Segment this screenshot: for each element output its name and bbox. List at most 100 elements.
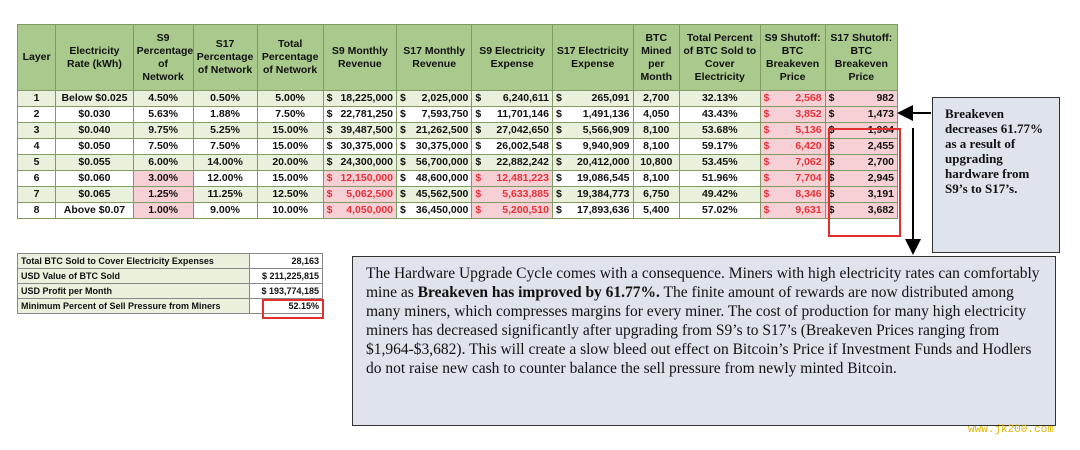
currency-value: 2,568 [795, 92, 822, 104]
currency-value: 7,593,750 [421, 108, 469, 120]
currency-symbol: $ [555, 108, 562, 120]
column-header: Total Percentage of Network [256, 24, 324, 91]
cell-s17-exp: $1,491,136 [551, 106, 634, 123]
currency-wrap: $17,893,636 [556, 203, 630, 218]
currency-value: 982 [876, 92, 894, 104]
cell-sold-pct: 51.96% [678, 170, 761, 187]
currency-symbol: $ [475, 172, 482, 184]
cell-s9-be: $8,346 [759, 186, 826, 203]
currency-wrap: $2,945 [829, 171, 894, 186]
cell-layer: 2 [16, 106, 57, 123]
cell-s9-pct: 1.00% [132, 202, 194, 219]
summary-row: Total BTC Sold to Cover Electricity Expe… [17, 253, 323, 269]
currency-value: 26,002,548 [496, 140, 549, 152]
currency-value: 2,455 [867, 140, 894, 152]
currency-value: 36,450,000 [415, 204, 469, 216]
currency-value: 22,882,242 [496, 156, 549, 168]
currency-wrap: $45,562,500 [400, 187, 468, 202]
currency-value: 45,562,500 [415, 188, 469, 200]
currency-symbol: $ [400, 92, 406, 104]
cell-s17-rev: $36,450,000 [395, 202, 473, 219]
currency-symbol: $ [475, 124, 482, 136]
currency-wrap: $48,600,000 [400, 171, 468, 186]
currency-symbol: $ [828, 188, 835, 200]
cell-s9-pct: 7.50% [132, 138, 194, 155]
currency-symbol: $ [763, 188, 770, 200]
cell-btc: 5,400 [632, 202, 680, 219]
cell-s17-pct: 7.50% [192, 138, 258, 155]
currency-wrap: $2,568 [764, 91, 822, 106]
currency-wrap: $20,412,000 [556, 155, 630, 170]
currency-symbol: $ [326, 108, 333, 120]
currency-symbol: $ [475, 188, 482, 200]
currency-symbol: $ [828, 204, 835, 216]
currency-symbol: $ [555, 124, 562, 136]
cell-layer: 3 [16, 122, 57, 139]
currency-value: 20,412,000 [576, 156, 630, 168]
currency-symbol: $ [475, 204, 482, 216]
textbox-text-after: The finite amount of rewards are now dis… [366, 284, 1032, 377]
explanation-textbox: The Hardware Upgrade Cycle comes with a … [352, 256, 1056, 426]
currency-wrap: $5,062,500 [327, 187, 393, 202]
currency-symbol: $ [326, 204, 333, 216]
currency-wrap: $982 [829, 91, 894, 106]
currency-wrap: $3,191 [829, 187, 894, 202]
cell-s17-pct: 12.00% [192, 170, 258, 187]
column-header: Electricity Rate (kWh) [55, 24, 134, 91]
currency-value: 19,086,545 [576, 172, 630, 184]
currency-symbol: $ [555, 92, 562, 104]
cell-s17-be: $3,191 [824, 186, 899, 203]
currency-value: 48,600,000 [415, 172, 469, 184]
cell-layer: 8 [16, 202, 57, 219]
currency-symbol: $ [326, 124, 333, 136]
cell-rate: $0.030 [55, 106, 134, 123]
breakeven-table: Layer Electricity Rate (kWh) S9 Percentage… [16, 24, 899, 219]
currency-value: 11,701,146 [496, 108, 549, 120]
currency-value: 5,566,909 [582, 124, 630, 136]
currency-wrap: $12,150,000 [327, 171, 393, 186]
cell-layer: 5 [16, 154, 57, 171]
currency-symbol: $ [326, 188, 333, 200]
currency-symbol: $ [763, 140, 770, 152]
currency-wrap: $30,375,000 [327, 139, 393, 154]
currency-symbol: $ [400, 108, 406, 120]
cell-total-pct: 10.00% [256, 202, 324, 219]
cell-s9-exp: $6,240,611 [471, 90, 553, 107]
summary-label: Minimum Percent of Sell Pressure from Mi… [17, 298, 250, 314]
cell-s17-exp: $9,940,909 [551, 138, 634, 155]
currency-value: 39,487,500 [340, 124, 393, 136]
currency-value: 22,781,250 [340, 108, 393, 120]
cell-s9-pct: 5.63% [132, 106, 194, 123]
table-row: 2 $0.030 5.63% 1.88% 7.50% $22,781,250 $7,593,… [16, 106, 899, 123]
currency-wrap: $7,062 [764, 155, 822, 170]
currency-value: 2,025,000 [421, 92, 469, 104]
currency-wrap: $26,002,548 [475, 139, 549, 154]
cell-s9-pct: 3.00% [132, 170, 194, 187]
cell-s17-be: $2,700 [824, 154, 899, 171]
cell-btc: 8,100 [632, 170, 680, 187]
currency-value: 8,346 [795, 188, 822, 200]
cell-s17-exp: $5,566,909 [551, 122, 634, 139]
cell-s17-rev: $48,600,000 [395, 170, 473, 187]
currency-symbol: $ [763, 108, 770, 120]
cell-s9-exp: $5,200,510 [471, 202, 553, 219]
currency-wrap: $3,682 [829, 203, 894, 218]
currency-value: 3,852 [795, 108, 822, 120]
cell-rate: $0.065 [55, 186, 134, 203]
currency-value: 9,631 [795, 204, 822, 216]
currency-value: 7,062 [795, 156, 822, 168]
currency-value: 2,945 [867, 172, 894, 184]
cell-s17-pct: 1.88% [192, 106, 258, 123]
currency-value: 1,964 [867, 124, 894, 136]
currency-value: 9,940,909 [582, 140, 630, 152]
currency-symbol: $ [475, 140, 482, 152]
currency-symbol: $ [763, 124, 770, 136]
cell-s9-rev: $39,487,500 [322, 122, 398, 139]
currency-wrap: $19,086,545 [556, 171, 630, 186]
table-header-row: Layer Electricity Rate (kWh) S9 Percentage… [16, 24, 899, 91]
currency-symbol: $ [555, 140, 562, 152]
currency-wrap: $12,481,223 [475, 171, 549, 186]
currency-wrap: $7,593,750 [400, 107, 468, 122]
summary-table: Total BTC Sold to Cover Electricity Expe… [17, 253, 323, 314]
currency-wrap: $11,701,146 [475, 107, 549, 122]
